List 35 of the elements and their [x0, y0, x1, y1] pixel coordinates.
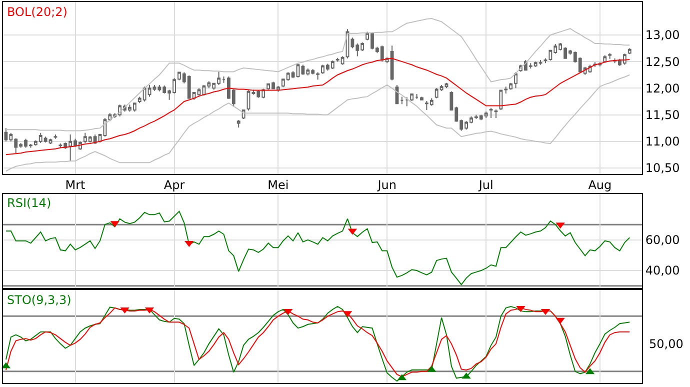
candlestick [54, 134, 58, 140]
x-tick-label: Jun [376, 178, 396, 192]
text: 50,00 [649, 337, 684, 351]
chart-title: RSI(14) [7, 196, 52, 210]
x-tick-label: Aug [588, 178, 612, 192]
line-series [5, 74, 630, 172]
y-tick-label: 12,50 [645, 54, 680, 69]
candlestick [628, 48, 632, 55]
y-tick-label: 11,50 [645, 108, 680, 122]
candlestick [420, 96, 424, 101]
y-tick-label: 40,00 [645, 264, 680, 278]
y-tick-label: 11,00 [645, 134, 680, 149]
candlestick [400, 96, 404, 105]
x-tick-label: Jul [478, 178, 494, 192]
x-tick-label: Apr [164, 178, 185, 192]
y-tick-label: 10,50 [645, 161, 680, 176]
line-series [5, 18, 630, 132]
candlestick [222, 76, 226, 84]
candlestick [603, 54, 607, 62]
candlestick [410, 93, 414, 102]
candlestick [489, 107, 493, 118]
candlestick [415, 94, 418, 100]
candlestick [236, 120, 240, 128]
chart-title: STO(9,3,3) [7, 293, 72, 307]
candlestick [608, 52, 612, 60]
x-tick-label: Mrt [65, 178, 86, 192]
y-tick-label: 12,00 [645, 81, 680, 96]
candlestick [494, 108, 498, 118]
line-series [5, 58, 630, 156]
y-tick-label: 13,00 [645, 28, 680, 42]
x-tick-label: Mei [268, 178, 289, 192]
candlestick [405, 96, 409, 107]
chart-title: BOL(20;2) [7, 5, 68, 19]
y-tick-label: 60,00 [645, 233, 680, 248]
line-series [5, 210, 630, 286]
